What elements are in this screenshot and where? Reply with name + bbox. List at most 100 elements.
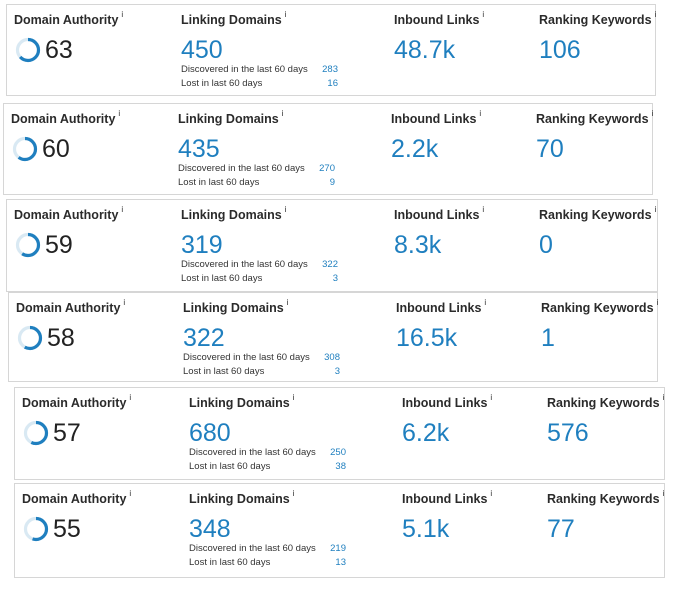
linking-domains-label: Linking Domains i bbox=[189, 489, 295, 507]
info-icon[interactable]: i bbox=[654, 205, 657, 214]
discovered-value[interactable]: 308 bbox=[324, 352, 340, 363]
linking-domains-label-text: Linking Domains bbox=[189, 492, 290, 507]
ranking-keywords-label-text: Ranking Keywords bbox=[536, 112, 649, 127]
domain-authority-value: 57 bbox=[53, 419, 81, 447]
inbound-links-label-text: Inbound Links bbox=[394, 208, 480, 223]
info-icon[interactable]: i bbox=[129, 393, 132, 402]
authority-ring-arc bbox=[15, 37, 41, 63]
discovered-value[interactable]: 219 bbox=[330, 543, 346, 554]
info-icon[interactable]: i bbox=[284, 205, 287, 214]
info-icon[interactable]: i bbox=[123, 298, 126, 307]
info-icon[interactable]: i bbox=[656, 298, 659, 307]
discovered-value[interactable]: 283 bbox=[322, 64, 338, 75]
stats-card: Domain Authority i 63 Linking Domains i 450 Di… bbox=[6, 4, 656, 96]
lost-label: Lost in last 60 days bbox=[178, 177, 260, 188]
linking-domains-label: Linking Domains i bbox=[181, 10, 287, 27]
progress-ring-icon bbox=[23, 420, 49, 446]
ranking-keywords-value: 1 bbox=[541, 324, 555, 352]
info-icon[interactable]: i bbox=[121, 10, 124, 19]
ranking-keywords-value: 0 bbox=[539, 231, 553, 259]
info-icon[interactable]: i bbox=[292, 393, 295, 402]
discovered-value[interactable]: 250 bbox=[330, 447, 346, 458]
ranking-keywords-value: 70 bbox=[536, 135, 564, 163]
inbound-links-label: Inbound Links i bbox=[402, 489, 493, 506]
info-icon[interactable]: i bbox=[281, 109, 284, 118]
inbound-links-value: 2.2k bbox=[391, 135, 439, 163]
domain-authority-label: Domain Authority i bbox=[22, 393, 132, 410]
lost-label: Lost in last 60 days bbox=[189, 557, 271, 568]
domain-authority-label: Domain Authority i bbox=[16, 298, 126, 316]
inbound-links-label: Inbound Links i bbox=[394, 10, 485, 28]
linking-domains-value: 435 bbox=[178, 135, 220, 163]
lost-value[interactable]: 3 bbox=[332, 273, 338, 284]
info-icon[interactable]: i bbox=[490, 489, 493, 498]
lost-value[interactable]: 38 bbox=[335, 461, 346, 472]
ranking-keywords-value: 106 bbox=[539, 36, 581, 64]
lost-label: Lost in last 60 days bbox=[183, 366, 265, 377]
lost-value[interactable]: 3 bbox=[334, 366, 340, 377]
linking-domains-label-text: Linking Domains bbox=[178, 112, 279, 127]
discovered-label: Discovered in the last 60 days bbox=[189, 447, 316, 458]
info-icon[interactable]: i bbox=[479, 109, 482, 118]
info-icon[interactable]: i bbox=[118, 109, 121, 118]
ranking-keywords-label: Ranking Keywords i bbox=[547, 393, 665, 411]
progress-ring-icon bbox=[23, 516, 49, 542]
info-icon[interactable]: i bbox=[654, 10, 657, 19]
info-icon[interactable]: i bbox=[484, 298, 487, 307]
stats-card: Domain Authority i 57 Linking Domains i 680 Di… bbox=[14, 387, 665, 480]
domain-authority-value: 55 bbox=[53, 515, 81, 543]
discovered-label: Discovered in the last 60 days bbox=[181, 259, 308, 270]
linking-domains-label-text: Linking Domains bbox=[181, 208, 282, 223]
info-icon[interactable]: i bbox=[662, 489, 665, 498]
inbound-links-value: 48.7k bbox=[394, 36, 456, 64]
ranking-keywords-label: Ranking Keywords i bbox=[541, 298, 659, 315]
linking-domains-label: Linking Domains i bbox=[183, 298, 289, 316]
info-icon[interactable]: i bbox=[651, 109, 654, 118]
domain-authority-value: 60 bbox=[42, 135, 70, 163]
lost-value[interactable]: 9 bbox=[329, 177, 335, 188]
domain-authority-label-text: Domain Authority bbox=[16, 301, 121, 316]
lost-label: Lost in last 60 days bbox=[189, 461, 271, 472]
domain-authority-label: Domain Authority i bbox=[14, 10, 124, 28]
lost-value[interactable]: 13 bbox=[335, 557, 346, 568]
inbound-links-label: Inbound Links i bbox=[394, 205, 485, 223]
info-icon[interactable]: i bbox=[490, 393, 493, 402]
ranking-keywords-label-text: Ranking Keywords bbox=[547, 492, 660, 507]
lost-value[interactable]: 16 bbox=[327, 78, 338, 89]
linking-domains-label: Linking Domains i bbox=[181, 205, 287, 223]
info-icon[interactable]: i bbox=[129, 489, 132, 498]
domain-authority-label-text: Domain Authority bbox=[14, 13, 119, 28]
domain-authority-label-text: Domain Authority bbox=[11, 112, 116, 127]
discovered-label: Discovered in the last 60 days bbox=[183, 352, 310, 363]
discovered-label: Discovered in the last 60 days bbox=[189, 543, 316, 554]
authority-ring-arc bbox=[23, 420, 49, 446]
ranking-keywords-label-text: Ranking Keywords bbox=[539, 13, 652, 28]
inbound-links-label-text: Inbound Links bbox=[394, 13, 480, 28]
linking-domains-label-text: Linking Domains bbox=[189, 396, 290, 411]
inbound-links-label-text: Inbound Links bbox=[396, 301, 482, 316]
linking-domains-value: 322 bbox=[183, 324, 225, 352]
linking-domains-value: 450 bbox=[181, 36, 223, 64]
inbound-links-value: 5.1k bbox=[402, 515, 450, 543]
inbound-links-label: Inbound Links i bbox=[391, 109, 482, 127]
discovered-value[interactable]: 322 bbox=[322, 259, 338, 270]
info-icon[interactable]: i bbox=[292, 489, 295, 498]
info-icon[interactable]: i bbox=[482, 205, 485, 214]
progress-ring-icon bbox=[12, 136, 38, 162]
stats-card: Domain Authority i 58 Linking Domains i 322 Di… bbox=[8, 292, 658, 382]
authority-ring-arc bbox=[17, 325, 43, 351]
info-icon[interactable]: i bbox=[286, 298, 289, 307]
info-icon[interactable]: i bbox=[284, 10, 287, 19]
progress-ring-icon bbox=[17, 325, 43, 351]
linking-domains-label-text: Linking Domains bbox=[183, 301, 284, 316]
linking-domains-label: Linking Domains i bbox=[189, 393, 295, 411]
inbound-links-label-text: Inbound Links bbox=[391, 112, 477, 127]
info-icon[interactable]: i bbox=[121, 205, 124, 214]
info-icon[interactable]: i bbox=[662, 393, 665, 402]
info-icon[interactable]: i bbox=[482, 10, 485, 19]
stats-card: Domain Authority i 55 Linking Domains i 348 Di… bbox=[14, 483, 665, 578]
linking-domains-value: 319 bbox=[181, 231, 223, 259]
domain-authority-value: 63 bbox=[45, 36, 73, 64]
ranking-keywords-label-text: Ranking Keywords bbox=[547, 396, 660, 411]
discovered-value[interactable]: 270 bbox=[319, 163, 335, 174]
